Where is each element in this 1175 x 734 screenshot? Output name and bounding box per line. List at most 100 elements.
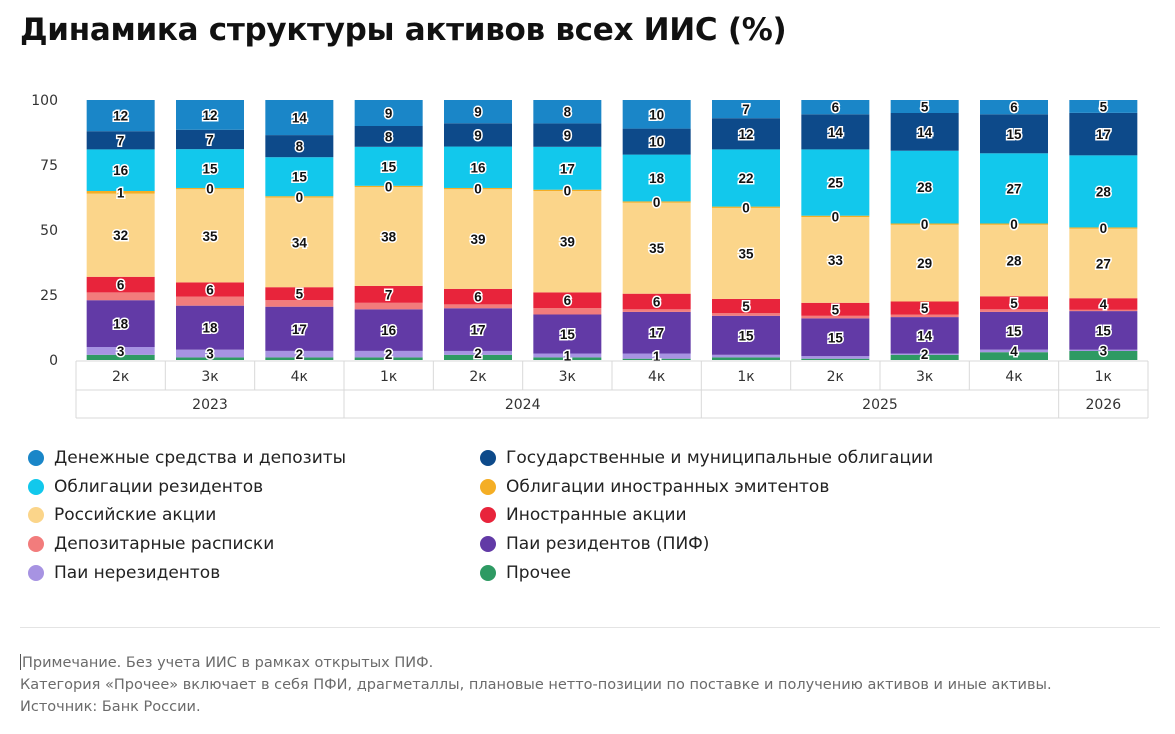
data-label: 16 [470, 160, 486, 175]
legend-item: Прочее [480, 563, 571, 583]
legend-label: Паи нерезидентов [54, 562, 221, 583]
bar-segment [444, 100, 512, 124]
bar-segment [1069, 100, 1138, 113]
bar-segment [890, 301, 959, 315]
bar-segment [980, 296, 1048, 310]
bar-segment [890, 150, 959, 224]
data-label: 38 [381, 230, 397, 245]
bar-segment [890, 224, 959, 302]
bar-segment [980, 349, 1048, 353]
bar-segment [354, 187, 423, 286]
bar-segment [176, 189, 244, 283]
x-tick-label: 2к [469, 369, 486, 385]
bar-segment [980, 153, 1048, 224]
x-tick-label: 4к [291, 369, 308, 385]
data-label: 6 [206, 283, 214, 298]
bar-segment [801, 315, 870, 319]
bar-segment [176, 305, 244, 350]
x-tick-label: 3к [559, 369, 576, 385]
x-tick-label: 1к [380, 369, 397, 385]
note-text-1: Примечание. Без учета ИИС в рамках откры… [22, 655, 434, 671]
bar-segment [1069, 112, 1138, 156]
bar-segment [444, 354, 512, 360]
divider [20, 627, 1160, 628]
legend-swatch [480, 450, 496, 466]
data-label: 6 [832, 100, 840, 115]
bar-segment [444, 350, 512, 355]
bar-segment [622, 309, 691, 312]
bar-segment [980, 309, 1048, 312]
bar-segment [533, 100, 602, 124]
bar-segment [712, 206, 780, 208]
x-tick-label: 4к [648, 369, 665, 385]
bar-segment [265, 287, 334, 301]
legend-item: Паи резидентов (ПИФ) [480, 534, 709, 554]
x-tick-label: 3к [201, 369, 218, 385]
bar-segment [533, 357, 602, 360]
bar-segment [176, 187, 244, 190]
data-label: 14 [917, 125, 933, 140]
legend-item: Облигации резидентов [28, 477, 263, 497]
bar-segment [444, 304, 512, 309]
bar-segment [176, 149, 244, 188]
bar-segment [712, 298, 780, 314]
data-label: 10 [649, 107, 664, 122]
data-label: 15 [1006, 127, 1022, 142]
legend-label: Иностранные акции [506, 505, 687, 526]
bar-segment [86, 347, 155, 355]
data-label: 15 [1006, 324, 1022, 339]
bar-segment [86, 100, 155, 132]
x-tick-label: 2к [112, 369, 129, 385]
legend-swatch [28, 478, 44, 495]
bar-segment [890, 353, 959, 355]
data-label: 0 [1100, 221, 1108, 236]
bar-segment [712, 118, 780, 150]
bar-segment [86, 149, 155, 191]
data-label: 33 [828, 253, 844, 268]
legend-swatch [480, 478, 496, 495]
bar-segment [980, 223, 1048, 225]
bar-segment [444, 288, 512, 305]
bar-segment [801, 217, 870, 303]
data-label: 0 [564, 183, 572, 198]
data-label: 28 [1096, 184, 1112, 199]
data-label: 14 [917, 328, 933, 343]
data-label: 4 [1100, 297, 1108, 312]
bar-segment [712, 149, 780, 207]
data-label: 5 [1010, 296, 1018, 311]
legend-label: Облигации резидентов [54, 476, 264, 497]
bar-segment [712, 357, 780, 360]
data-label: 18 [202, 321, 218, 336]
bar-segment [265, 350, 334, 358]
data-label: 27 [1096, 256, 1111, 271]
data-label: 3 [117, 344, 125, 359]
note-line-1: Примечание. Без учета ИИС в рамках откры… [20, 652, 1052, 674]
data-label: 27 [1006, 181, 1021, 196]
legend-label: Депозитарные расписки [54, 534, 275, 555]
data-label: 7 [206, 132, 214, 147]
bar-segment [444, 187, 512, 190]
bar-segment [980, 114, 1048, 154]
data-label: 29 [917, 256, 932, 271]
data-label: 0 [921, 217, 929, 232]
data-label: 0 [206, 182, 214, 197]
bar-segment [712, 207, 780, 299]
bar-segment [980, 352, 1048, 360]
x-tick-label: 4к [1005, 369, 1022, 385]
bar-segment [622, 128, 691, 155]
data-label: 35 [649, 241, 665, 256]
bar-segment [801, 149, 870, 216]
legend-item: Государственные и муниципальные облигаци… [480, 448, 933, 468]
bar-segment [444, 146, 512, 188]
x-tick-label: 1к [1095, 369, 1112, 385]
data-label: 14 [828, 125, 844, 140]
data-label: 18 [649, 171, 665, 186]
bar-segment [622, 353, 691, 359]
bar-segment [354, 309, 423, 351]
data-label: 34 [292, 235, 308, 250]
data-label: 16 [381, 323, 397, 338]
bar-segment [176, 349, 244, 358]
bar-segment [890, 314, 959, 318]
legend-swatch [28, 564, 44, 581]
bar-segment [890, 100, 959, 113]
